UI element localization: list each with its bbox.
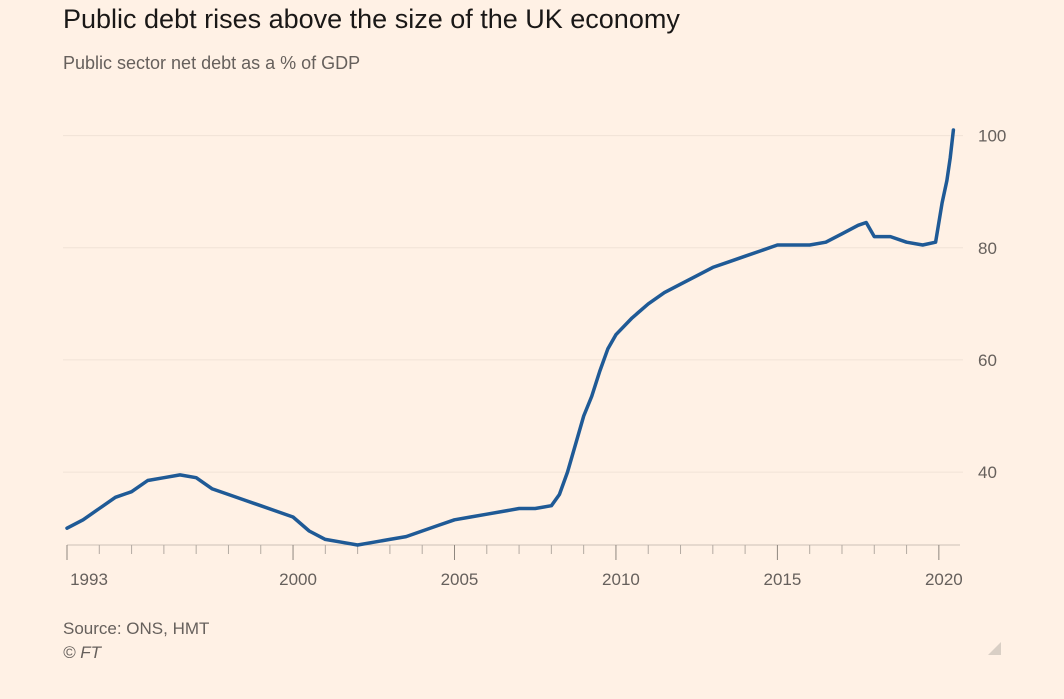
data-point [163,476,165,479]
data-point [582,415,585,417]
data-point [340,541,343,543]
data-point [808,244,811,246]
data-point [308,530,310,532]
data-point [865,221,867,224]
data-point [372,541,375,543]
y-tick-label-80: 80 [978,239,997,258]
data-point [66,527,68,529]
data-point [558,493,561,496]
data-point [857,224,859,227]
data-point [324,538,327,541]
data-point [502,510,504,513]
source-note: Source: ONS, HMT [63,619,210,638]
data-point [389,538,391,541]
chart-subtitle: Public sector net debt as a % of GDP [63,53,361,73]
data-point [647,303,650,305]
data-point [292,516,294,518]
resize-corner-icon [988,642,1001,655]
data-point [615,333,617,336]
data-point [631,317,633,319]
data-point [728,260,730,263]
x-tick-label-2020: 2020 [925,570,963,589]
data-point [98,507,101,510]
data-point [873,235,876,238]
x-tick-label-2010: 2010 [602,570,640,589]
x-tick-label-2015: 2015 [763,570,801,589]
data-point [590,395,593,398]
data-point [825,241,827,243]
data-point [243,499,246,501]
x-tick-label-2005: 2005 [441,570,479,589]
data-point [792,244,795,246]
data-point [534,507,537,510]
copyright-note: © FT [63,643,102,662]
y-tick-label-40: 40 [978,463,997,482]
data-point [679,283,682,286]
data-point [114,496,117,499]
data-point [227,493,230,496]
data-point [356,544,359,546]
data-point [599,370,601,372]
data-point [453,518,456,521]
data-point [946,179,948,182]
data-point [195,476,197,479]
gridlines [63,135,963,473]
data-point [712,266,714,269]
data-point [276,510,278,513]
data-point [566,471,569,473]
data-point [146,479,149,482]
line-chart: 1993 2000 2005 2010 2015 2020 40 60 80 100 [63,127,1006,589]
data-point [744,255,746,257]
data-point [889,235,892,238]
data-point [469,516,472,518]
series-line-0 [65,128,956,547]
data-point [934,241,937,243]
x-tick-label-1993: 1993 [70,570,108,589]
data-point [841,232,843,235]
data-point [82,518,84,521]
data-point [607,347,609,350]
x-axis: 1993 2000 2005 2010 2015 2020 [66,544,963,589]
data-point [663,291,666,294]
data-point [760,249,763,252]
series-layer [65,128,956,547]
data-point [421,530,424,532]
data-point [952,129,955,131]
data-point [776,244,779,246]
data-point [574,443,577,445]
data-point [550,504,553,507]
data-point [130,490,133,493]
y-tick-label-60: 60 [978,351,997,370]
x-tick-label-2000: 2000 [279,570,317,589]
y-axis: 40 60 80 100 [978,127,1006,482]
data-point [211,488,214,490]
data-point [921,244,924,246]
y-tick-label-100: 100 [978,127,1006,146]
data-point [695,275,698,277]
data-point [941,202,943,204]
chart-title: Public debt rises above the size of the … [63,4,680,34]
data-point [259,504,262,507]
data-point [405,535,407,538]
data-point [949,157,951,159]
data-point [485,513,488,515]
data-point [518,507,520,510]
data-point [179,474,181,476]
data-point [437,524,440,527]
data-point [905,241,908,243]
